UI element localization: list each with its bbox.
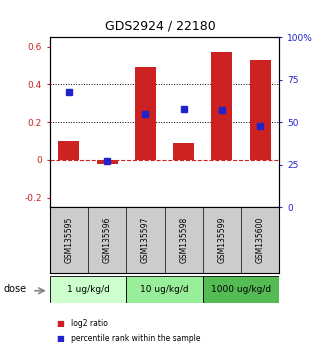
Bar: [126, 276, 203, 303]
Text: ■: ■: [56, 319, 64, 329]
Text: GDS2924 / 22180: GDS2924 / 22180: [105, 19, 216, 33]
Text: log2 ratio: log2 ratio: [71, 319, 108, 329]
Text: percentile rank within the sample: percentile rank within the sample: [71, 333, 200, 343]
Bar: [173, 143, 194, 160]
Text: 1 ug/kg/d: 1 ug/kg/d: [66, 285, 109, 294]
Text: GSM135597: GSM135597: [141, 217, 150, 263]
Bar: [203, 276, 279, 303]
Bar: [50, 276, 126, 303]
Bar: [211, 52, 232, 160]
Text: GSM135596: GSM135596: [103, 217, 112, 263]
Text: GSM135600: GSM135600: [256, 217, 265, 263]
Text: dose: dose: [3, 284, 26, 295]
Text: 1000 ug/kg/d: 1000 ug/kg/d: [211, 285, 271, 294]
Text: GSM135598: GSM135598: [179, 217, 188, 263]
Bar: [97, 160, 118, 164]
Text: GSM135599: GSM135599: [217, 217, 226, 263]
Bar: [58, 141, 79, 160]
Text: GSM135595: GSM135595: [65, 217, 74, 263]
Bar: [250, 60, 271, 160]
Text: 10 ug/kg/d: 10 ug/kg/d: [140, 285, 189, 294]
Bar: [135, 67, 156, 160]
Text: ■: ■: [56, 333, 64, 343]
